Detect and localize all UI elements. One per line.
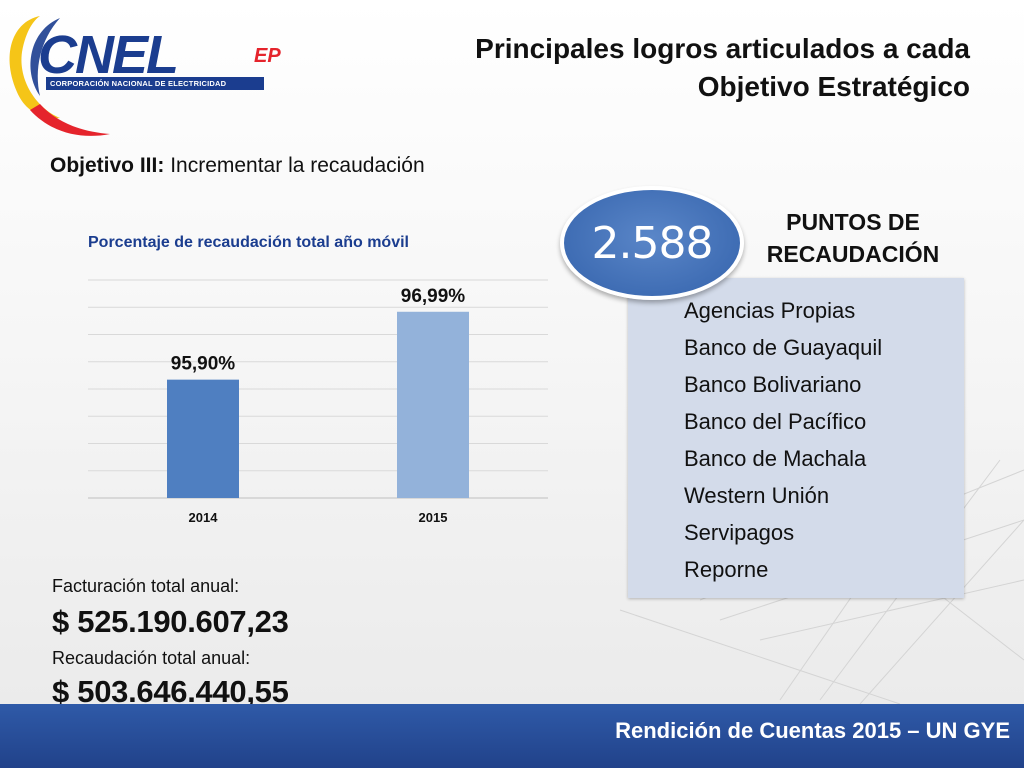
collection-point-item: Banco de Machala — [684, 446, 867, 471]
collection-label: Recaudación total anual: — [52, 648, 251, 668]
logo-swoosh-icon — [9, 16, 110, 136]
slide-title-line-1: Principales logros articulados a cada — [475, 33, 970, 64]
points-count-badge: 2.588 — [560, 186, 744, 300]
points-heading: PUNTOS DE RECAUDACIÓN — [740, 206, 966, 270]
x-tick-label-2014: 2014 — [189, 510, 219, 525]
logo-suffix: EP — [254, 45, 281, 67]
collection-point-item: Banco del Pacífico — [684, 409, 867, 434]
bar-2014 — [167, 379, 239, 498]
collection-value: $ 503.646.440,55 — [52, 674, 289, 709]
collection-percentage-chart: 95,90% 2014 96,99% 2015 — [88, 279, 548, 525]
logo-wordmark: CNEL — [38, 25, 179, 85]
objective-text: Incrementar la recaudación — [170, 154, 425, 177]
collection-block: Recaudación total anual: — [52, 648, 250, 669]
collection-point-item: Reporne — [684, 557, 769, 582]
points-heading-line-2: RECAUDACIÓN — [766, 241, 940, 267]
collection-points-panel: Agencias Propias Banco de Guayaquil Banco … — [628, 278, 964, 598]
billing-block: Facturación total anual: — [52, 576, 239, 597]
footer-bar: Rendición de Cuentas 2015 – UN GYE — [0, 704, 1024, 768]
collection-points-list: Agencias Propias Banco de Guayaquil Banco … — [628, 278, 964, 588]
collection-point-item: Servipagos — [684, 520, 795, 545]
objective-statement: Objetivo III: Incrementar la recaudación — [50, 154, 425, 178]
slide-title-line-2: Objetivo Estratégico — [697, 71, 970, 102]
bar-2015 — [397, 311, 469, 498]
x-tick-label-2015: 2015 — [419, 510, 448, 525]
footer-text: Rendición de Cuentas 2015 – UN GYE — [615, 718, 1010, 743]
collection-point-item: Western Unión — [684, 483, 830, 508]
billing-label: Facturación total anual: — [52, 576, 240, 596]
data-label-2015: 96,99% — [401, 286, 466, 307]
points-count: 2.588 — [591, 217, 714, 269]
collection-point-item: Banco Bolivariano — [684, 372, 862, 397]
collection-point-item: Agencias Propias — [684, 298, 856, 323]
billing-value-block: $ 525.190.607,23 — [52, 604, 289, 640]
logo-tagline: CORPORACIÓN NACIONAL DE ELECTRICIDAD — [46, 77, 264, 90]
data-label-2014: 95,90% — [171, 354, 236, 375]
chart-title: Porcentaje de recaudación total año móvi… — [88, 234, 409, 251]
slide-title: Principales logros articulados a cada Ob… — [330, 30, 970, 106]
points-heading-line-1: PUNTOS DE — [786, 209, 920, 235]
objective-label: Objetivo III: — [50, 154, 165, 177]
collection-point-item: Banco de Guayaquil — [684, 335, 883, 360]
cnel-logo: CNEL EP CORPORACIÓN NACIONAL DE ELECTRIC… — [0, 0, 300, 150]
collection-value-block: $ 503.646.440,55 — [52, 674, 289, 710]
billing-value: $ 525.190.607,23 — [52, 604, 289, 639]
